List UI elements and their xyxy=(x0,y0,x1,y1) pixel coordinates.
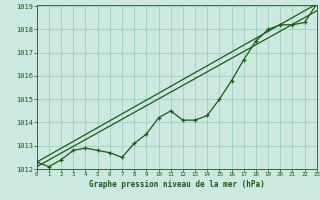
X-axis label: Graphe pression niveau de la mer (hPa): Graphe pression niveau de la mer (hPa) xyxy=(89,180,265,189)
